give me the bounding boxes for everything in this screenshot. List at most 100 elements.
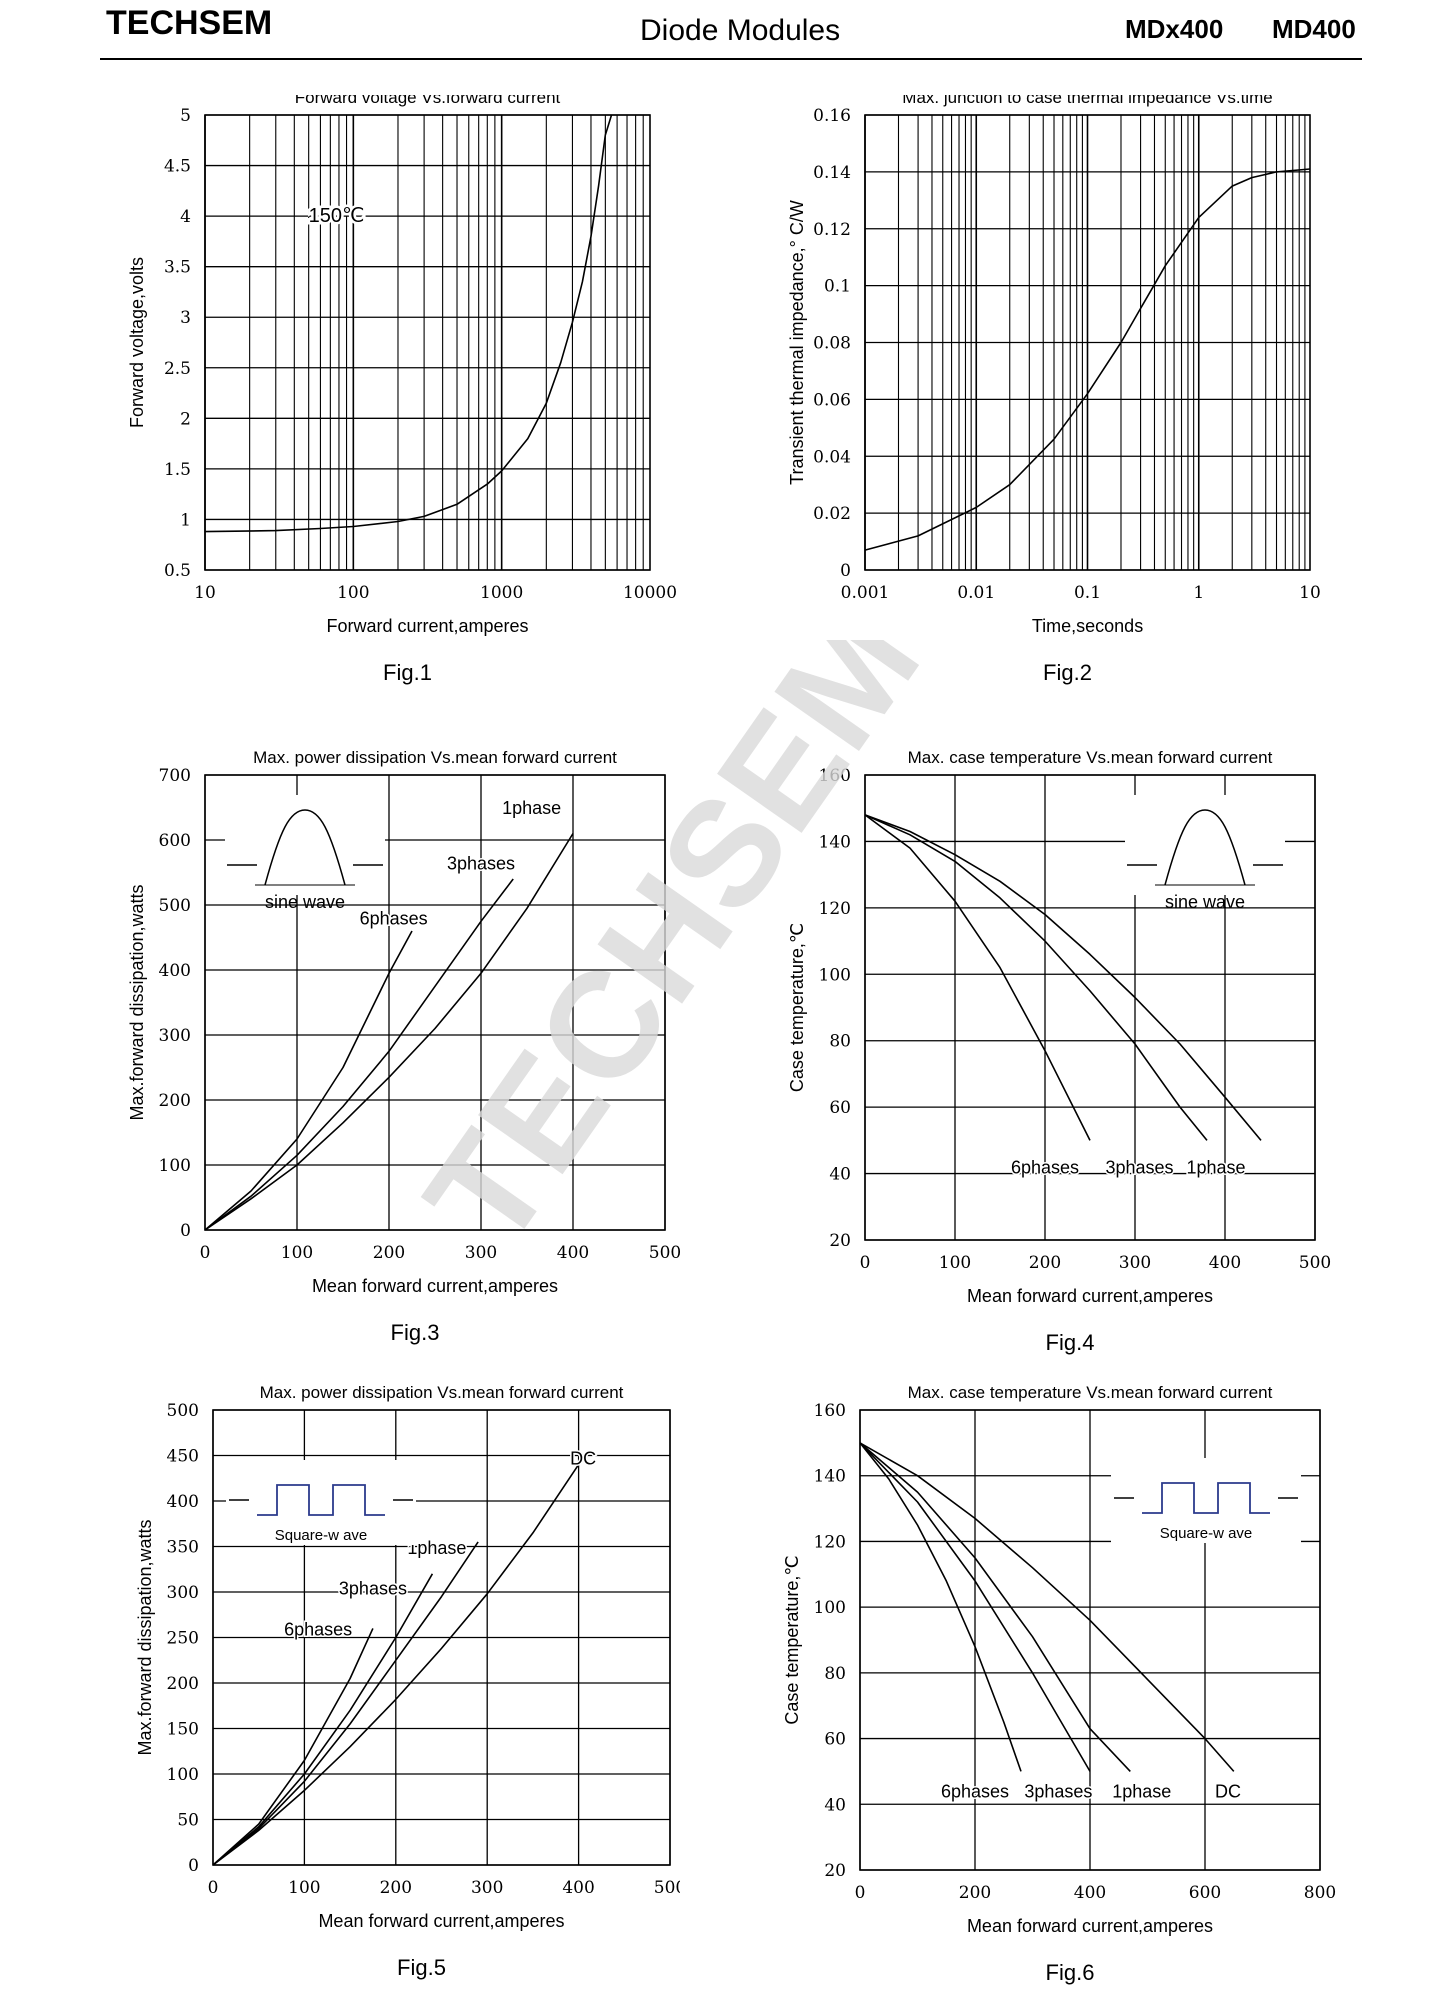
x-tick-label: 400 <box>562 1878 594 1898</box>
series-label: 6phases <box>1011 1158 1079 1178</box>
wave-label: Square-w ave <box>275 1527 368 1544</box>
x-tick-label: 200 <box>373 1243 405 1263</box>
y-tick-label: 140 <box>819 832 851 852</box>
icon-background <box>226 1460 416 1545</box>
figure-label: Fig.3 <box>391 1320 440 1345</box>
series-line <box>212 1464 580 1866</box>
series-label: DC <box>570 1449 596 1469</box>
chart-title: Max. case temperature Vs.mean forward cu… <box>908 1383 1273 1402</box>
y-tick-label: 100 <box>167 1765 199 1785</box>
series-line <box>859 1442 1131 1772</box>
brand-logo: TECHSEM <box>106 4 273 42</box>
x-axis-label: Mean forward current,amperes <box>312 1276 558 1296</box>
icon-background <box>1111 1458 1301 1543</box>
x-tick-label: 0 <box>855 1883 866 1903</box>
series-line <box>859 1442 1091 1772</box>
series-line <box>212 1573 434 1866</box>
x-tick-label: 0.1 <box>1074 583 1101 603</box>
chart-title: Forward voltage Vs.forward current <box>295 95 561 107</box>
x-axis-label: Mean forward current,amperes <box>318 1911 564 1931</box>
figure-label: Fig.4 <box>1046 1330 1095 1355</box>
y-axis-label: Forward voltage,volts <box>127 257 147 428</box>
y-tick-label: 0 <box>180 1221 191 1241</box>
series-line <box>864 814 1262 1141</box>
x-tick-label: 200 <box>1029 1253 1061 1273</box>
y-tick-label: 200 <box>159 1091 191 1111</box>
x-tick-label: 0 <box>860 1253 871 1273</box>
y-tick-label: 20 <box>824 1861 846 1881</box>
y-tick-label: 120 <box>819 899 851 919</box>
series-label: 1phase <box>1112 1782 1171 1802</box>
plot-frame <box>204 774 666 1231</box>
y-tick-label: 250 <box>167 1629 199 1649</box>
x-tick-label: 300 <box>1119 1253 1151 1273</box>
y-tick-label: 80 <box>829 1032 851 1052</box>
series-label: 3phases <box>1024 1782 1092 1802</box>
y-tick-label: 60 <box>829 1098 851 1118</box>
wave-label: sine wave <box>265 892 345 912</box>
series-label: 6phases <box>284 1620 352 1640</box>
x-tick-label: 0.001 <box>841 583 890 603</box>
y-tick-label: 0.04 <box>813 447 851 467</box>
chart-fig4: 0 100 200 300 400 500 20 40 60 80 100 120 140 160 Max.… <box>787 748 1331 1355</box>
y-tick-label: 4.5 <box>164 157 191 177</box>
wave-label: Square-w ave <box>1160 1525 1253 1542</box>
sine-wave-icon <box>1164 809 1246 886</box>
series-line <box>859 1442 1235 1772</box>
y-tick-label: 40 <box>829 1165 851 1185</box>
y-tick-label: 0.08 <box>813 334 851 354</box>
part-number: MDx400 <box>1125 14 1224 44</box>
figure-label: Fig.1 <box>383 660 432 685</box>
series-line <box>212 1628 374 1866</box>
y-tick-label: 500 <box>159 896 191 916</box>
y-tick-label: 120 <box>814 1532 846 1552</box>
y-tick-label: 100 <box>819 965 851 985</box>
y-axis-label: Max.forward dissipation,watts <box>135 1519 155 1755</box>
x-tick-label: 500 <box>649 1243 680 1263</box>
y-tick-label: 40 <box>824 1795 846 1815</box>
y-tick-label: 300 <box>159 1026 191 1046</box>
y-tick-label: 160 <box>814 1401 846 1421</box>
y-tick-label: 160 <box>819 766 851 786</box>
x-tick-label: 400 <box>557 1243 589 1263</box>
x-tick-label: 10000 <box>623 583 677 603</box>
series-line <box>204 114 613 533</box>
x-axis-label: Mean forward current,amperes <box>967 1286 1213 1306</box>
series-label: 1phase <box>407 1538 466 1558</box>
square-wave-icon <box>1142 1482 1270 1514</box>
x-tick-label: 200 <box>959 1883 991 1903</box>
x-tick-label: 1000 <box>480 583 523 603</box>
x-tick-label: 100 <box>939 1253 971 1273</box>
part-number: MD400 <box>1272 14 1356 44</box>
x-tick-label: 500 <box>654 1878 680 1898</box>
series-label: 1phase <box>1186 1158 1245 1178</box>
y-tick-label: 0.14 <box>813 163 851 183</box>
x-tick-label: 400 <box>1074 1883 1106 1903</box>
series-label: 3phases <box>339 1579 407 1599</box>
x-tick-label: 100 <box>337 583 369 603</box>
series-label: 6phases <box>941 1782 1009 1802</box>
x-tick-label: 0 <box>200 1243 211 1263</box>
chart-fig1: 10 100 1000 10000 0.5 1 1.5 2 2.5 3 3.5 4 4.5 5 Forwar… <box>127 95 677 685</box>
y-tick-label: 150 <box>167 1720 199 1740</box>
y-tick-label: 20 <box>829 1231 851 1251</box>
y-tick-label: 400 <box>159 961 191 981</box>
x-tick-label: 200 <box>380 1878 412 1898</box>
y-tick-label: 5 <box>180 106 191 126</box>
y-tick-label: 1.5 <box>164 460 191 480</box>
series-line <box>204 833 574 1231</box>
x-tick-label: 500 <box>1299 1253 1331 1273</box>
plot-frame <box>864 114 1311 571</box>
x-tick-label: 0 <box>208 1878 219 1898</box>
y-tick-label: 0.5 <box>164 561 191 581</box>
x-tick-label: 300 <box>471 1878 503 1898</box>
y-tick-label: 0 <box>188 1856 199 1876</box>
x-tick-label: 100 <box>281 1243 313 1263</box>
y-tick-label: 400 <box>167 1492 199 1512</box>
x-axis-label: Forward current,amperes <box>326 616 528 636</box>
y-tick-label: 0 <box>840 561 851 581</box>
x-tick-label: 600 <box>1189 1883 1221 1903</box>
chart-title: Max. case temperature Vs.mean forward cu… <box>908 748 1273 767</box>
series-line <box>859 1442 1022 1772</box>
y-tick-label: 50 <box>177 1811 199 1831</box>
